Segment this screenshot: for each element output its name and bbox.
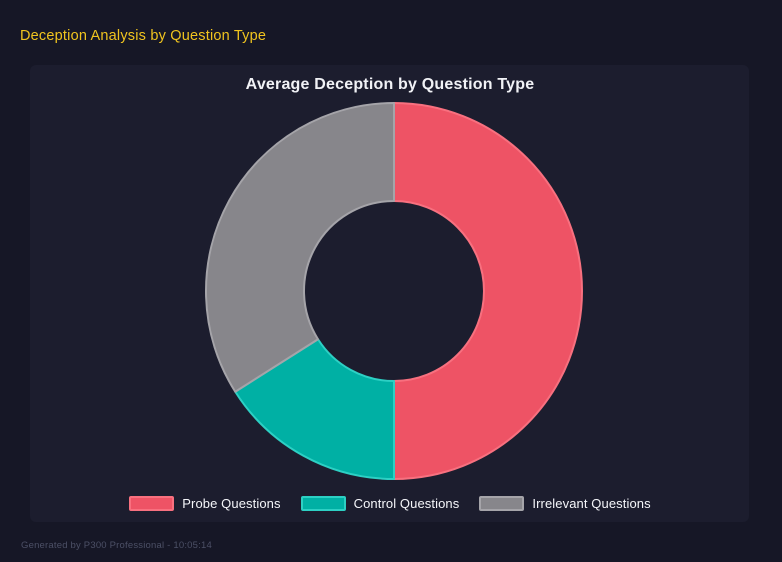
legend-swatch-icon <box>300 496 346 511</box>
donut-segment-control-questions[interactable] <box>234 338 395 480</box>
legend-label: Control Questions <box>353 496 460 511</box>
legend-item-control-questions[interactable]: Control Questions <box>300 496 460 511</box>
legend-item-probe-questions[interactable]: Probe Questions <box>129 496 281 511</box>
legend-item-irrelevant-questions[interactable]: Irrelevant Questions <box>479 496 651 511</box>
chart-title: Average Deception by Question Type <box>245 76 535 93</box>
legend-label: Probe Questions <box>182 496 281 511</box>
legend-swatch-icon <box>479 496 525 511</box>
legend-label: Irrelevant Questions <box>532 496 651 511</box>
donut-segment-irrelevant-questions[interactable] <box>205 102 395 393</box>
donut-chart <box>205 102 583 480</box>
page-title: Deception Analysis by Question Type <box>20 28 267 44</box>
donut-segment-probe-questions[interactable] <box>393 102 583 480</box>
footer-status-text: Generated by P300 Professional - 10:05:1… <box>21 540 212 551</box>
chart-legend: Probe Questions Control Questions Irreleva… <box>30 496 750 511</box>
legend-swatch-icon <box>129 496 175 511</box>
